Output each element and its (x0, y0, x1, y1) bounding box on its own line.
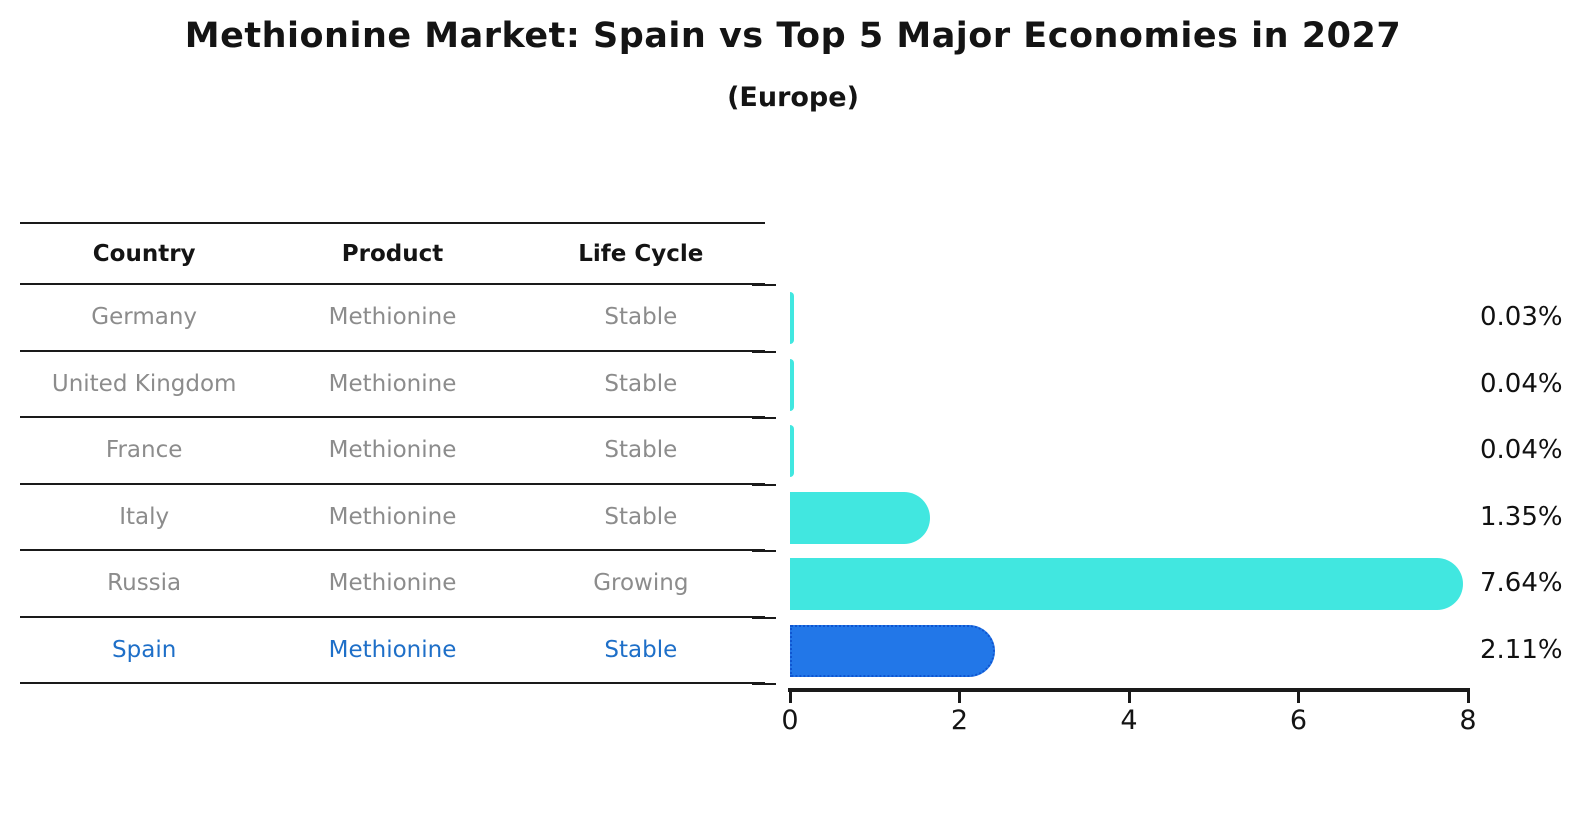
bar-chart-plot-area: 0 2 4 6 8 0.03% 0.04% 0.04% 1.35% 7.64% 2.11% (752, 284, 1563, 736)
table-row-germany: Germany Methionine Stable (20, 285, 765, 352)
bar-united-kingdom (790, 358, 795, 411)
value-label-spain: 2.11% (1480, 634, 1563, 665)
x-axis-tick-mark (1297, 692, 1300, 703)
cell-product: Methionine (328, 370, 457, 397)
value-label-united-kingdom: 0.04% (1480, 368, 1563, 399)
x-axis-tick-mark (788, 692, 792, 703)
cell-product: Methionine (328, 437, 457, 464)
x-axis-tick-mark (1127, 692, 1131, 703)
x-axis-tick-label: 8 (1459, 705, 1477, 736)
cell-lifecycle: Stable (604, 304, 678, 331)
table-row-italy: Italy Methionine Stable (20, 485, 765, 551)
cell-product: Methionine (328, 636, 457, 663)
cell-country: Russia (107, 570, 182, 597)
x-axis-tick-mark (1466, 692, 1470, 703)
column-header-product: Product (341, 240, 444, 267)
y-axis-tick-mark (752, 350, 776, 353)
value-label-france: 0.04% (1480, 435, 1563, 466)
chart-subtitle: (Europe) (727, 82, 859, 113)
cell-product: Methionine (328, 304, 457, 331)
table-row-france: France Methionine Stable (20, 418, 765, 485)
cell-lifecycle: Stable (604, 503, 678, 530)
table-row-united-kingdom: United Kingdom Methionine Stable (20, 352, 765, 418)
x-axis-tick-label: 0 (781, 705, 799, 736)
y-axis-tick-mark (752, 417, 776, 419)
y-axis-tick-mark (752, 683, 776, 685)
y-axis-tick-mark (752, 483, 776, 486)
cell-product: Methionine (328, 503, 457, 530)
table-row-russia: Russia Methionine Growing (20, 551, 765, 618)
cell-country: United Kingdom (51, 370, 237, 397)
bar-germany (790, 292, 794, 345)
country-table: Country Product Life Cycle Germany Methio… (20, 222, 765, 684)
value-label-russia: 7.64% (1480, 568, 1563, 599)
y-axis-tick-mark (752, 550, 776, 552)
cell-lifecycle: Stable (604, 437, 678, 464)
x-axis-tick-mark (958, 692, 961, 703)
table-body: Germany Methionine Stable United Kingdom Met… (20, 285, 765, 684)
x-axis-tick-label: 2 (950, 705, 969, 736)
x-axis-tick-label: 4 (1120, 705, 1138, 736)
table-row-spain: Spain Methionine Stable (20, 618, 765, 684)
cell-country: France (105, 437, 183, 464)
value-label-italy: 1.35% (1480, 501, 1563, 532)
x-axis-line (788, 688, 1470, 692)
cell-lifecycle: Growing (593, 570, 689, 597)
cell-lifecycle: Stable (604, 636, 678, 663)
bar-russia (790, 558, 1464, 611)
bar-france (790, 425, 795, 478)
x-axis-tick-label: 6 (1289, 705, 1308, 736)
cell-product: Methionine (328, 570, 457, 597)
table-header-row: Country Product Life Cycle (20, 222, 765, 285)
cell-country: Spain (112, 636, 177, 663)
value-label-germany: 0.03% (1480, 302, 1563, 333)
y-axis-tick-mark (752, 284, 776, 286)
chart-title: Methionine Market: Spain vs Top 5 Major … (184, 16, 1402, 56)
cell-lifecycle: Stable (604, 370, 678, 397)
y-axis-tick-mark (752, 616, 776, 619)
bar-spain (790, 624, 995, 677)
bar-italy (790, 491, 931, 544)
cell-country: Germany (91, 304, 198, 331)
column-header-lifecycle: Life Cycle (578, 240, 704, 267)
column-header-country: Country (92, 240, 196, 267)
cell-country: Italy (119, 503, 170, 530)
